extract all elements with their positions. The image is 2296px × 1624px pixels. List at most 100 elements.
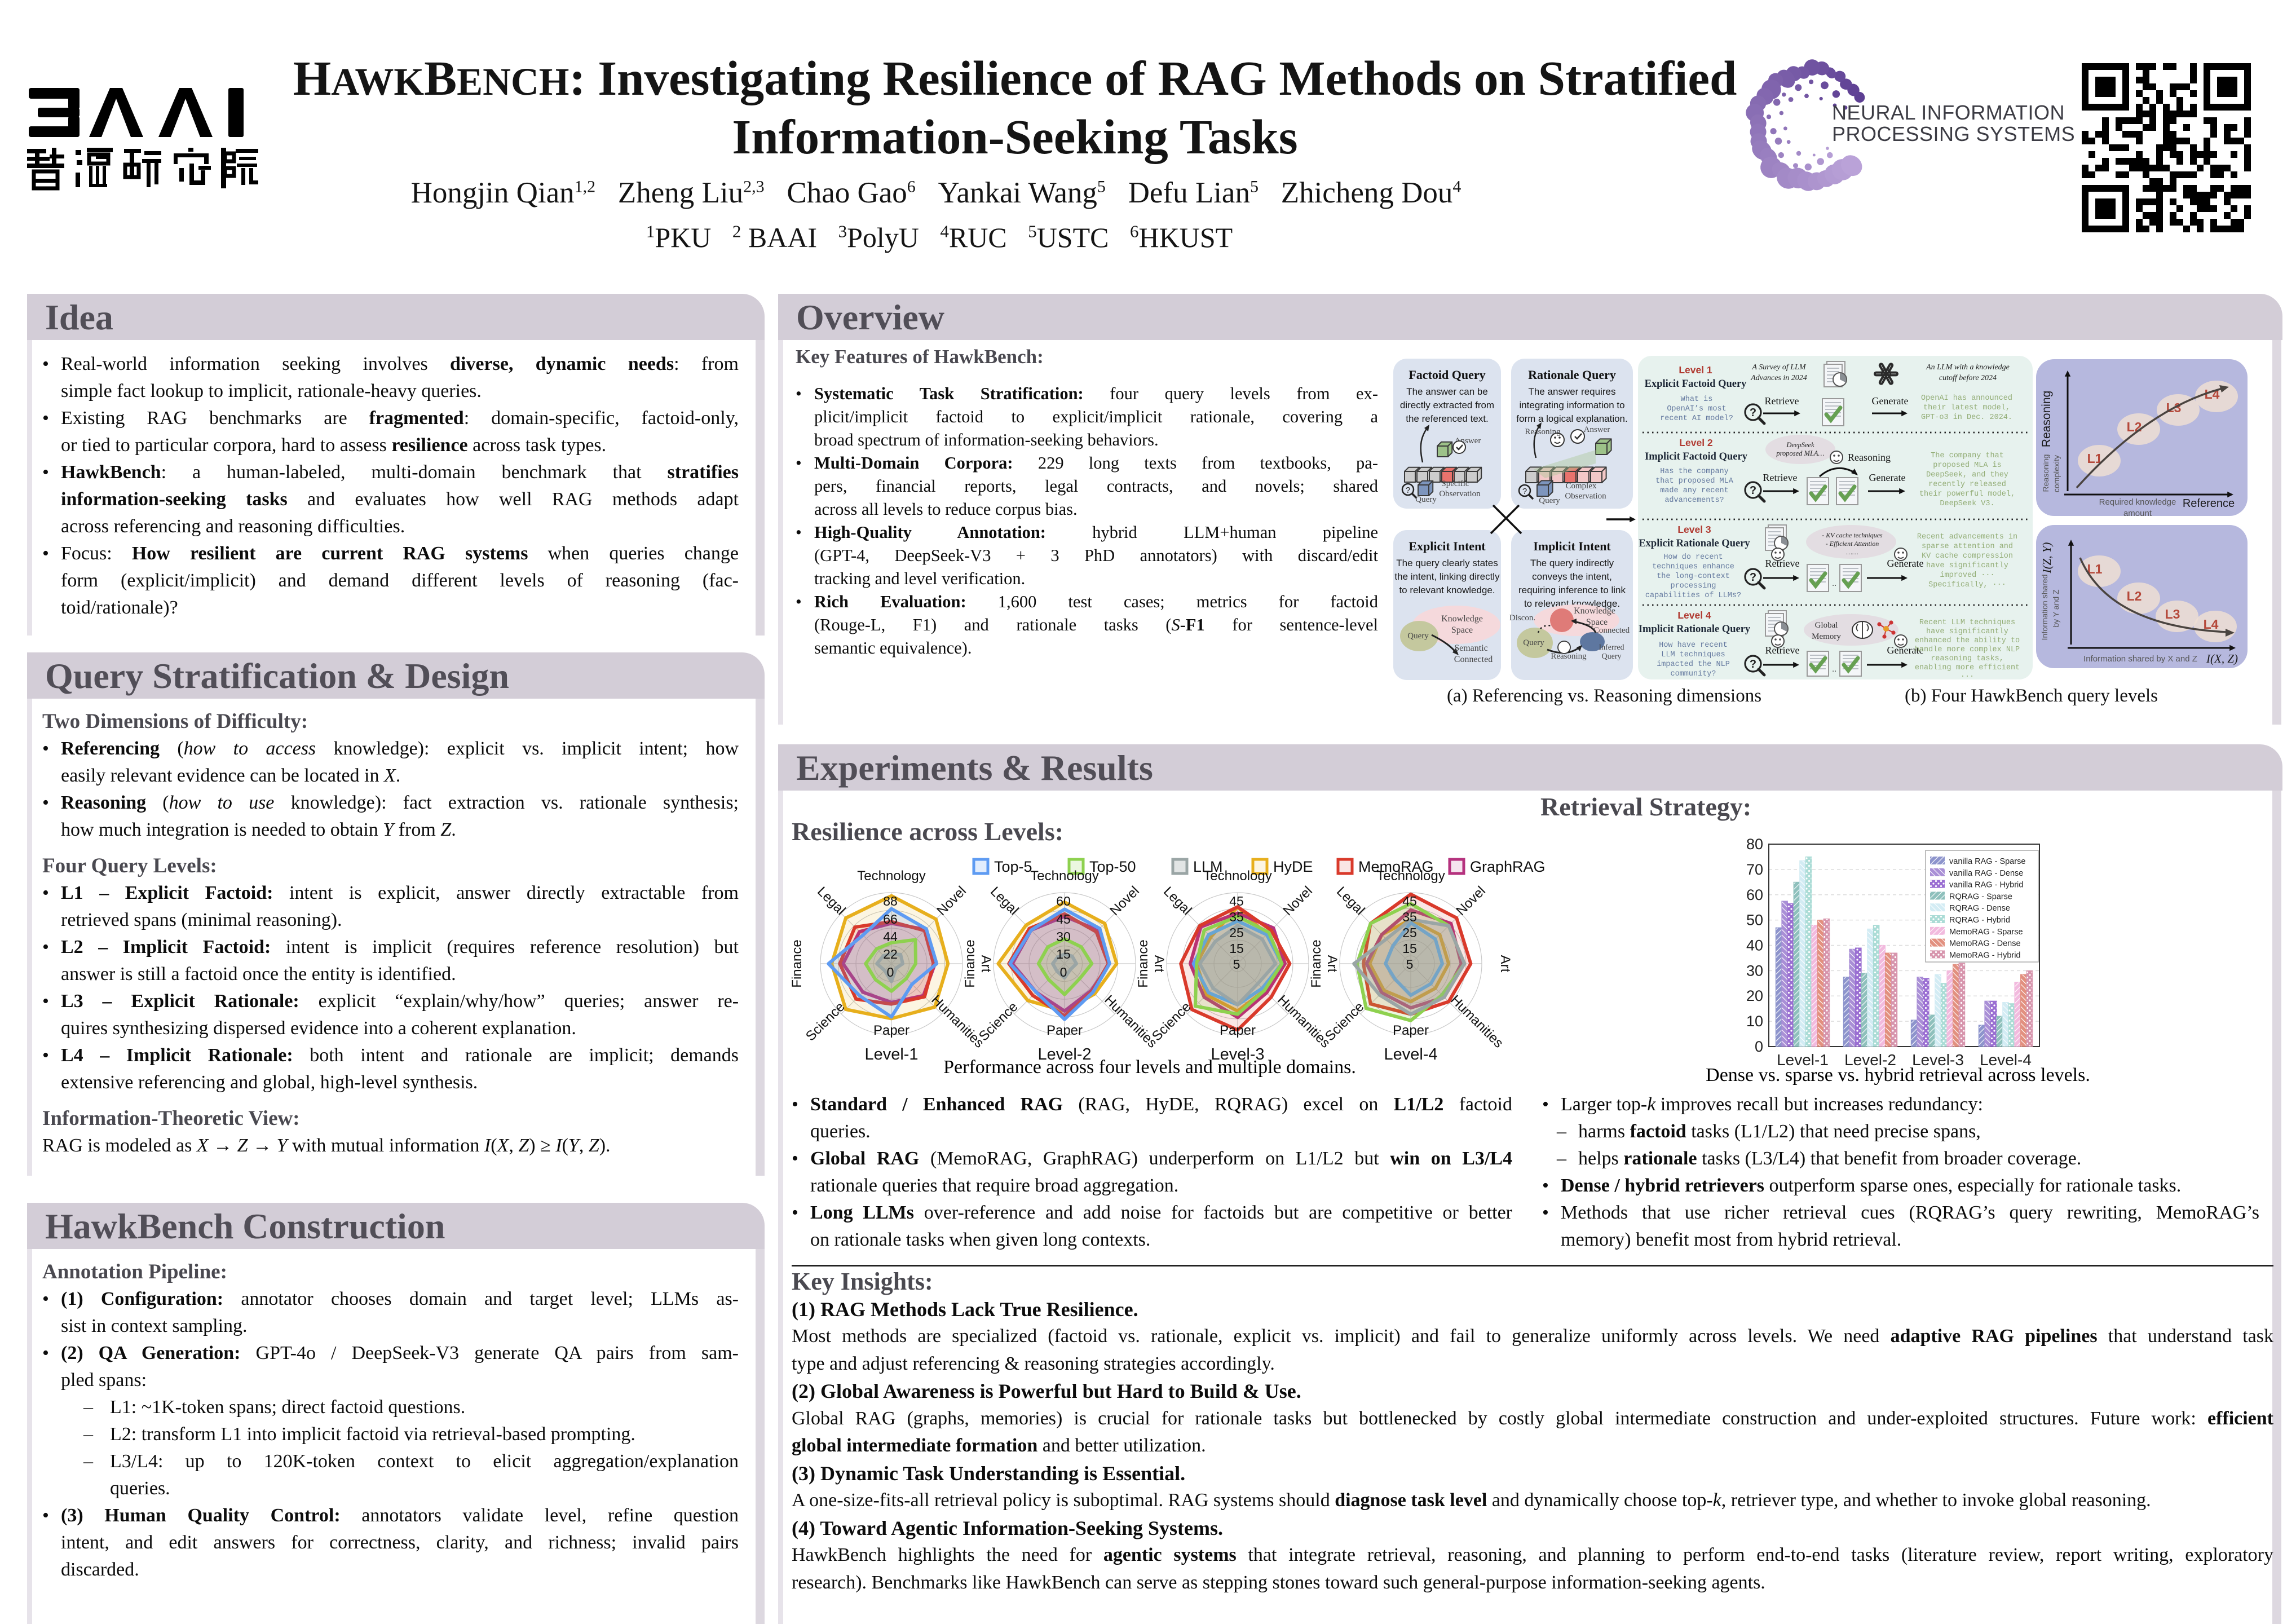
svg-text:Implicit Factoid Query: Implicit Factoid Query bbox=[1645, 451, 1748, 462]
svg-text:Retrieve: Retrieve bbox=[1765, 558, 1800, 569]
svg-text:Science: Science bbox=[803, 999, 847, 1044]
svg-text:10: 10 bbox=[1746, 1013, 1763, 1030]
svg-text:Space: Space bbox=[1586, 617, 1608, 627]
svg-text:have significantly: have significantly bbox=[1926, 628, 2008, 636]
svg-text:MemoRAG - Hybrid: MemoRAG - Hybrid bbox=[1949, 951, 2021, 960]
svg-text:PROCESSING SYSTEMS: PROCESSING SYSTEMS bbox=[1832, 122, 2075, 145]
svg-text:Art: Art bbox=[1151, 955, 1167, 973]
svg-text:Level-1: Level-1 bbox=[1777, 1051, 1829, 1069]
svg-text:Connected: Connected bbox=[1454, 655, 1493, 664]
svg-text:70: 70 bbox=[1746, 861, 1763, 878]
svg-text:proposed MLA is: proposed MLA is bbox=[1933, 461, 2002, 470]
svg-text:Required knowledge: Required knowledge bbox=[2099, 497, 2176, 507]
svg-text:their powerful model,: their powerful model, bbox=[1919, 490, 2015, 498]
svg-text:Paper: Paper bbox=[873, 1023, 909, 1038]
svg-text:Technology: Technology bbox=[1203, 868, 1271, 884]
svg-text:L3: L3 bbox=[2165, 607, 2180, 621]
svg-text:30: 30 bbox=[1746, 962, 1763, 979]
svg-text:35: 35 bbox=[1402, 910, 1417, 924]
svg-text:complexity: complexity bbox=[2052, 455, 2061, 492]
svg-text:that proposed MLA: that proposed MLA bbox=[1655, 477, 1734, 486]
svg-text:Science: Science bbox=[976, 999, 1021, 1044]
svg-text:22: 22 bbox=[883, 947, 898, 961]
svg-text:DeepSeek, and they: DeepSeek, and they bbox=[1926, 471, 2008, 479]
svg-text:vanilla RAG - Dense: vanilla RAG - Dense bbox=[1949, 869, 2023, 878]
svg-text:L2: L2 bbox=[2127, 589, 2142, 603]
svg-text:integrating information to: integrating information to bbox=[1519, 400, 1624, 411]
svg-text:RQRAG - Hybrid: RQRAG - Hybrid bbox=[1949, 916, 2010, 925]
svg-text:- Efficient Attention: - Efficient Attention bbox=[1826, 540, 1879, 548]
svg-text:Humanities: Humanities bbox=[1447, 992, 1506, 1051]
svg-text:Implicit Rationale Query: Implicit Rationale Query bbox=[1639, 624, 1751, 635]
svg-text:amount: amount bbox=[2123, 509, 2152, 518]
svg-text:Finance: Finance bbox=[792, 939, 805, 987]
svg-text:15: 15 bbox=[1229, 941, 1244, 956]
svg-text:How do recent: How do recent bbox=[1663, 553, 1723, 562]
svg-text:What is: What is bbox=[1681, 395, 1713, 404]
svg-text:Recent LLM techniques: Recent LLM techniques bbox=[1919, 619, 2015, 627]
svg-text:Query: Query bbox=[1415, 495, 1437, 504]
svg-text:An LLM with a knowledge: An LLM with a knowledge bbox=[1926, 363, 2010, 372]
svg-text:HyDE: HyDE bbox=[1273, 858, 1313, 875]
svg-text:···: ··· bbox=[1961, 673, 1974, 679]
svg-text:made any recent: made any recent bbox=[1660, 487, 1729, 495]
svg-text:L4: L4 bbox=[2204, 617, 2219, 632]
svg-text:Reasoning: Reasoning bbox=[2040, 391, 2053, 447]
svg-text:LLM: LLM bbox=[1193, 858, 1223, 875]
svg-text:80: 80 bbox=[1746, 836, 1763, 853]
svg-text:A Survey of LLM: A Survey of LLM bbox=[1751, 363, 1806, 372]
svg-text:requiring inference to link: requiring inference to link bbox=[1518, 585, 1626, 595]
svg-text:Technology: Technology bbox=[1030, 868, 1098, 884]
svg-text:Query: Query bbox=[1539, 496, 1560, 505]
svg-text:DeepSeek V3.: DeepSeek V3. bbox=[1940, 500, 1994, 508]
svg-text:15: 15 bbox=[1056, 947, 1071, 961]
svg-text:Novel: Novel bbox=[1453, 883, 1488, 918]
svg-text:Paper: Paper bbox=[1393, 1023, 1429, 1038]
svg-text:directly extracted from: directly extracted from bbox=[1400, 400, 1494, 411]
svg-text:35: 35 bbox=[1229, 910, 1244, 924]
svg-text:The company that: The company that bbox=[1931, 452, 2004, 460]
svg-text:Space: Space bbox=[1451, 625, 1473, 635]
svg-text:?: ? bbox=[1406, 486, 1410, 495]
svg-text:Inferred: Inferred bbox=[1599, 643, 1624, 652]
svg-text:25: 25 bbox=[1229, 925, 1244, 940]
svg-text:MemoRAG - Dense: MemoRAG - Dense bbox=[1949, 939, 2021, 948]
svg-text:GPT-o3 in Dec. 2024.: GPT-o3 in Dec. 2024. bbox=[1921, 413, 2012, 422]
svg-text:Level-1: Level-1 bbox=[864, 1045, 918, 1063]
svg-text:Finance: Finance bbox=[962, 939, 978, 987]
svg-text:Global: Global bbox=[1815, 621, 1838, 630]
svg-text:0: 0 bbox=[1060, 965, 1067, 979]
svg-text:processing: processing bbox=[1670, 582, 1716, 590]
svg-text:Discon.: Discon. bbox=[1509, 614, 1535, 623]
svg-text:……: …… bbox=[1846, 548, 1858, 556]
svg-text:Generate: Generate bbox=[1887, 645, 1924, 656]
svg-text:Top-50: Top-50 bbox=[1089, 858, 1136, 875]
svg-text:Art: Art bbox=[1498, 955, 1513, 973]
svg-text:Answer: Answer bbox=[1584, 425, 1610, 434]
svg-text:their latest model,: their latest model, bbox=[1923, 404, 2010, 412]
svg-text:enhanced the ability to: enhanced the ability to bbox=[1915, 637, 2020, 645]
svg-text:have significantly: have significantly bbox=[1926, 562, 2008, 570]
svg-text:Legal: Legal bbox=[814, 884, 849, 918]
svg-text:I(Z, Y): I(Z, Y) bbox=[2040, 542, 2054, 574]
svg-text:The query indirectly: The query indirectly bbox=[1530, 558, 1614, 568]
svg-text:techniques enhance: techniques enhance bbox=[1652, 563, 1734, 571]
svg-text:MemoRAG - Sparse: MemoRAG - Sparse bbox=[1949, 928, 2023, 937]
svg-text:Legal: Legal bbox=[1334, 884, 1368, 918]
svg-text:by Y and Z: by Y and Z bbox=[2051, 589, 2060, 628]
svg-text:..: .. bbox=[1832, 579, 1836, 588]
svg-text:44: 44 bbox=[883, 929, 898, 944]
svg-text:OpenAI has announced: OpenAI has announced bbox=[1921, 394, 2012, 403]
svg-text:Generate: Generate bbox=[1872, 395, 1909, 407]
svg-text:advancements?: advancements? bbox=[1664, 496, 1724, 505]
svg-text:- KV cache techniques: - KV cache techniques bbox=[1822, 531, 1883, 539]
svg-text:..: .. bbox=[1832, 664, 1836, 674]
svg-text:Paper: Paper bbox=[1220, 1023, 1256, 1038]
svg-text:Memory: Memory bbox=[1812, 632, 1841, 641]
svg-text:Legal: Legal bbox=[987, 884, 1022, 918]
svg-text:15: 15 bbox=[1402, 941, 1417, 956]
svg-text:Connected: Connected bbox=[1593, 626, 1630, 635]
svg-text:Information shared by X and Z: Information shared by X and Z bbox=[2083, 654, 2197, 664]
svg-text:5: 5 bbox=[1406, 957, 1414, 972]
svg-text:vanilla RAG - Sparse: vanilla RAG - Sparse bbox=[1949, 857, 2025, 866]
